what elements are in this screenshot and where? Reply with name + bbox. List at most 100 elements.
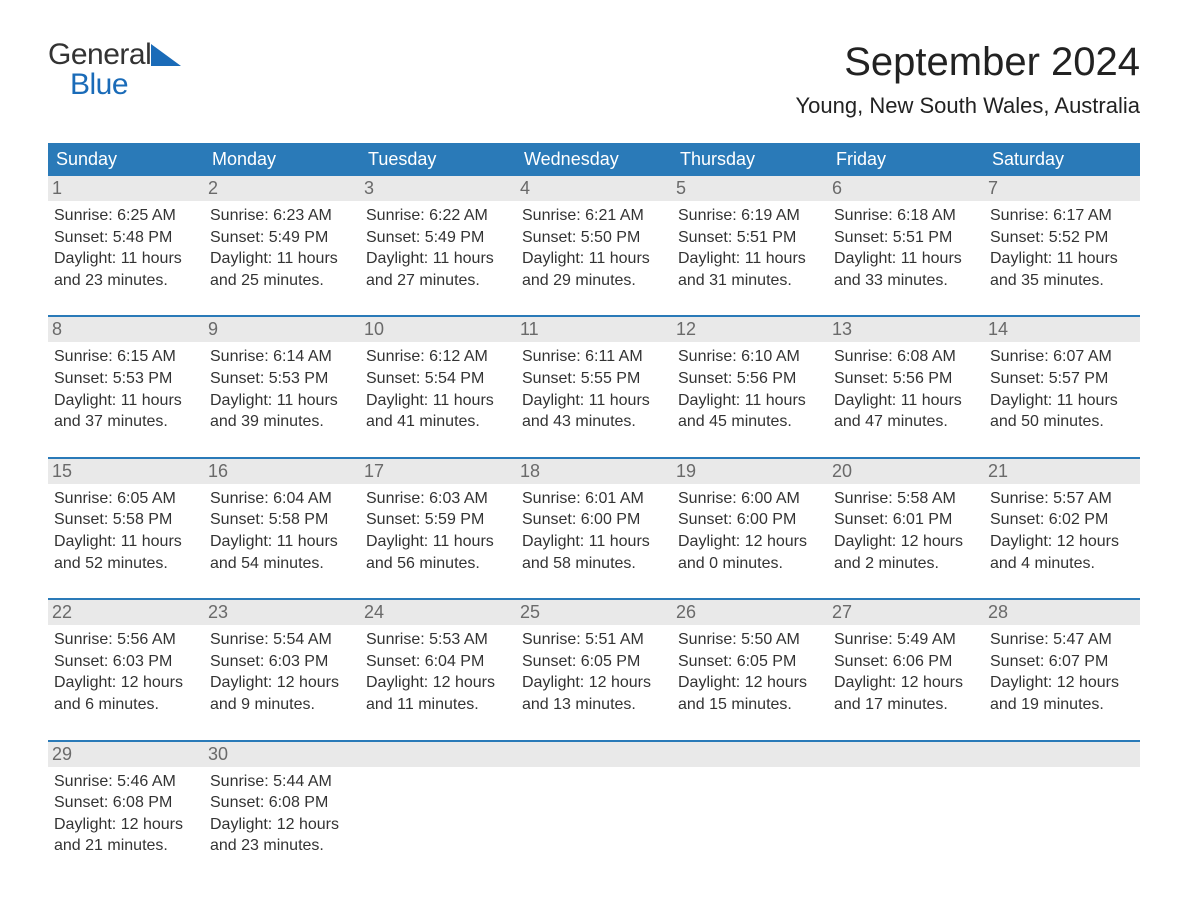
sunrise-line: Sunrise: 6:04 AM [210,488,354,510]
sunset-line: Sunset: 5:51 PM [678,227,822,249]
sunset-line: Sunset: 5:58 PM [210,509,354,531]
day-body: Sunrise: 5:50 AMSunset: 6:05 PMDaylight:… [678,629,822,715]
week-row: 1Sunrise: 6:25 AMSunset: 5:48 PMDaylight… [48,176,1140,301]
day-body: Sunrise: 6:18 AMSunset: 5:51 PMDaylight:… [834,205,978,291]
sunrise-line: Sunrise: 5:56 AM [54,629,198,651]
day-cell-empty [516,742,672,867]
day-number [984,742,1140,767]
day-number: 30 [204,742,360,767]
day-cell-25: 25Sunrise: 5:51 AMSunset: 6:05 PMDayligh… [516,600,672,725]
day-cell-2: 2Sunrise: 6:23 AMSunset: 5:49 PMDaylight… [204,176,360,301]
sunrise-line: Sunrise: 5:58 AM [834,488,978,510]
daylight-line: Daylight: 11 hours and 45 minutes. [678,390,822,433]
logo-triangle-icon [151,44,181,66]
logo-line2: Blue [70,70,151,100]
sunrise-line: Sunrise: 5:49 AM [834,629,978,651]
day-cell-17: 17Sunrise: 6:03 AMSunset: 5:59 PMDayligh… [360,459,516,584]
daylight-line: Daylight: 11 hours and 41 minutes. [366,390,510,433]
daylight-line: Daylight: 12 hours and 9 minutes. [210,672,354,715]
daylight-line: Daylight: 11 hours and 25 minutes. [210,248,354,291]
sunrise-line: Sunrise: 6:14 AM [210,346,354,368]
day-body: Sunrise: 6:19 AMSunset: 5:51 PMDaylight:… [678,205,822,291]
day-cell-27: 27Sunrise: 5:49 AMSunset: 6:06 PMDayligh… [828,600,984,725]
day-number: 17 [360,459,516,484]
day-body: Sunrise: 5:57 AMSunset: 6:02 PMDaylight:… [990,488,1134,574]
day-cell-28: 28Sunrise: 5:47 AMSunset: 6:07 PMDayligh… [984,600,1140,725]
daylight-line: Daylight: 11 hours and 35 minutes. [990,248,1134,291]
sunrise-line: Sunrise: 6:07 AM [990,346,1134,368]
sunrise-line: Sunrise: 6:15 AM [54,346,198,368]
calendar: SundayMondayTuesdayWednesdayThursdayFrid… [48,143,1140,867]
day-body: Sunrise: 5:56 AMSunset: 6:03 PMDaylight:… [54,629,198,715]
day-body: Sunrise: 6:12 AMSunset: 5:54 PMDaylight:… [366,346,510,432]
day-cell-29: 29Sunrise: 5:46 AMSunset: 6:08 PMDayligh… [48,742,204,867]
sunset-line: Sunset: 6:03 PM [210,651,354,673]
sunset-line: Sunset: 5:58 PM [54,509,198,531]
day-number: 8 [48,317,204,342]
daylight-line: Daylight: 11 hours and 37 minutes. [54,390,198,433]
day-cell-30: 30Sunrise: 5:44 AMSunset: 6:08 PMDayligh… [204,742,360,867]
sunset-line: Sunset: 6:08 PM [210,792,354,814]
sunrise-line: Sunrise: 5:50 AM [678,629,822,651]
daylight-line: Daylight: 11 hours and 47 minutes. [834,390,978,433]
sunrise-line: Sunrise: 5:54 AM [210,629,354,651]
daylight-line: Daylight: 11 hours and 27 minutes. [366,248,510,291]
sunset-line: Sunset: 5:48 PM [54,227,198,249]
day-number [828,742,984,767]
day-cell-empty [828,742,984,867]
day-number: 4 [516,176,672,201]
header: General Blue September 2024 Young, New S… [48,40,1140,119]
day-number [516,742,672,767]
sunset-line: Sunset: 5:49 PM [366,227,510,249]
day-number: 20 [828,459,984,484]
day-number: 10 [360,317,516,342]
sunset-line: Sunset: 6:07 PM [990,651,1134,673]
sunrise-line: Sunrise: 6:22 AM [366,205,510,227]
sunrise-line: Sunrise: 5:47 AM [990,629,1134,651]
sunset-line: Sunset: 5:53 PM [210,368,354,390]
week-row: 15Sunrise: 6:05 AMSunset: 5:58 PMDayligh… [48,457,1140,584]
sunrise-line: Sunrise: 6:01 AM [522,488,666,510]
day-cell-19: 19 Sunrise: 6:00 AMSunset: 6:00 PMDayligh… [672,459,828,584]
day-cell-5: 5Sunrise: 6:19 AMSunset: 5:51 PMDaylight… [672,176,828,301]
location-subtitle: Young, New South Wales, Australia [796,93,1140,119]
sunset-line: Sunset: 6:01 PM [834,509,978,531]
sunset-line: Sunset: 6:00 PM [522,509,666,531]
day-cell-24: 24Sunrise: 5:53 AMSunset: 6:04 PMDayligh… [360,600,516,725]
day-cell-4: 4Sunrise: 6:21 AMSunset: 5:50 PMDaylight… [516,176,672,301]
weekday-header-row: SundayMondayTuesdayWednesdayThursdayFrid… [48,143,1140,176]
sunrise-line: Sunrise: 5:57 AM [990,488,1134,510]
day-body: Sunrise: 5:53 AMSunset: 6:04 PMDaylight:… [366,629,510,715]
daylight-line: Daylight: 12 hours and 11 minutes. [366,672,510,715]
sunrise-line: Sunrise: 6:12 AM [366,346,510,368]
day-body: Sunrise: 6:00 AMSunset: 6:00 PMDaylight:… [678,488,822,574]
sunrise-line: Sunrise: 6:11 AM [522,346,666,368]
daylight-line: Daylight: 12 hours and 4 minutes. [990,531,1134,574]
sunset-line: Sunset: 6:06 PM [834,651,978,673]
sunrise-line: Sunrise: 6:23 AM [210,205,354,227]
day-cell-21: 21Sunrise: 5:57 AMSunset: 6:02 PMDayligh… [984,459,1140,584]
sunset-line: Sunset: 5:56 PM [678,368,822,390]
weekday-thursday: Thursday [672,143,828,176]
week-row: 29Sunrise: 5:46 AMSunset: 6:08 PMDayligh… [48,740,1140,867]
weekday-monday: Monday [204,143,360,176]
page-title: September 2024 [796,40,1140,85]
sunrise-line: Sunrise: 5:53 AM [366,629,510,651]
daylight-line: Daylight: 11 hours and 33 minutes. [834,248,978,291]
day-cell-8: 8Sunrise: 6:15 AMSunset: 5:53 PMDaylight… [48,317,204,442]
day-cell-15: 15Sunrise: 6:05 AMSunset: 5:58 PMDayligh… [48,459,204,584]
day-number: 29 [48,742,204,767]
daylight-line: Daylight: 12 hours and 23 minutes. [210,814,354,857]
day-number: 18 [516,459,672,484]
day-number: 11 [516,317,672,342]
sunrise-line: Sunrise: 6:17 AM [990,205,1134,227]
sunset-line: Sunset: 5:49 PM [210,227,354,249]
day-body: Sunrise: 6:14 AMSunset: 5:53 PMDaylight:… [210,346,354,432]
day-cell-14: 14Sunrise: 6:07 AMSunset: 5:57 PMDayligh… [984,317,1140,442]
daylight-line: Daylight: 11 hours and 54 minutes. [210,531,354,574]
sunrise-line: Sunrise: 6:19 AM [678,205,822,227]
day-number: 19 [672,459,828,484]
day-body: Sunrise: 6:17 AMSunset: 5:52 PMDaylight:… [990,205,1134,291]
logo-line1: General [48,40,151,70]
day-body: Sunrise: 6:23 AMSunset: 5:49 PMDaylight:… [210,205,354,291]
